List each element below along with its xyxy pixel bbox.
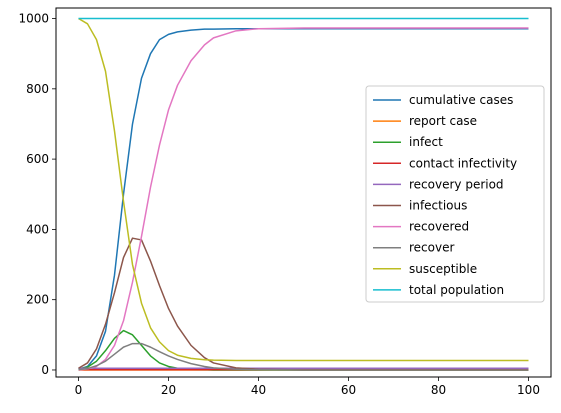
legend-box (365, 85, 545, 303)
legend: cumulative cases report case infect contact… (365, 85, 545, 303)
legend-label-9: total population (409, 283, 504, 297)
legend-label-8: susceptible (409, 262, 477, 276)
y-tick-label: 1000 (18, 12, 49, 26)
y-axis: 0 200 400 600 800 1000 (18, 12, 56, 377)
y-tick-label: 800 (26, 82, 49, 96)
y-tick-label: 600 (26, 152, 49, 166)
y-tick-label: 400 (26, 222, 49, 236)
legend-label-1: report case (409, 114, 477, 128)
series-line-7 (78, 342, 529, 371)
legend-label-7: recover (409, 241, 454, 255)
legend-label-5: infectious (409, 199, 467, 213)
x-tick-label: 60 (341, 383, 356, 397)
legend-label-2: infect (409, 135, 443, 149)
x-tick-label: 40 (251, 383, 266, 397)
legend-label-6: recovered (409, 220, 469, 234)
series-line-8 (78, 17, 529, 362)
legend-label-3: contact infectivity (409, 156, 517, 170)
x-tick-label: 20 (161, 383, 176, 397)
plot-frame (55, 7, 552, 378)
plot-lines (78, 17, 529, 371)
x-tick-label: 80 (431, 383, 446, 397)
legend-label-0: cumulative cases (409, 93, 513, 107)
y-tick-label: 0 (41, 363, 49, 377)
x-tick-label: 100 (517, 383, 540, 397)
legend-label-4: recovery period (409, 177, 504, 191)
series-line-6 (78, 27, 529, 371)
x-axis: 0 20 40 60 80 100 (75, 377, 540, 397)
y-tick-label: 200 (26, 293, 49, 307)
x-tick-label: 0 (75, 383, 83, 397)
